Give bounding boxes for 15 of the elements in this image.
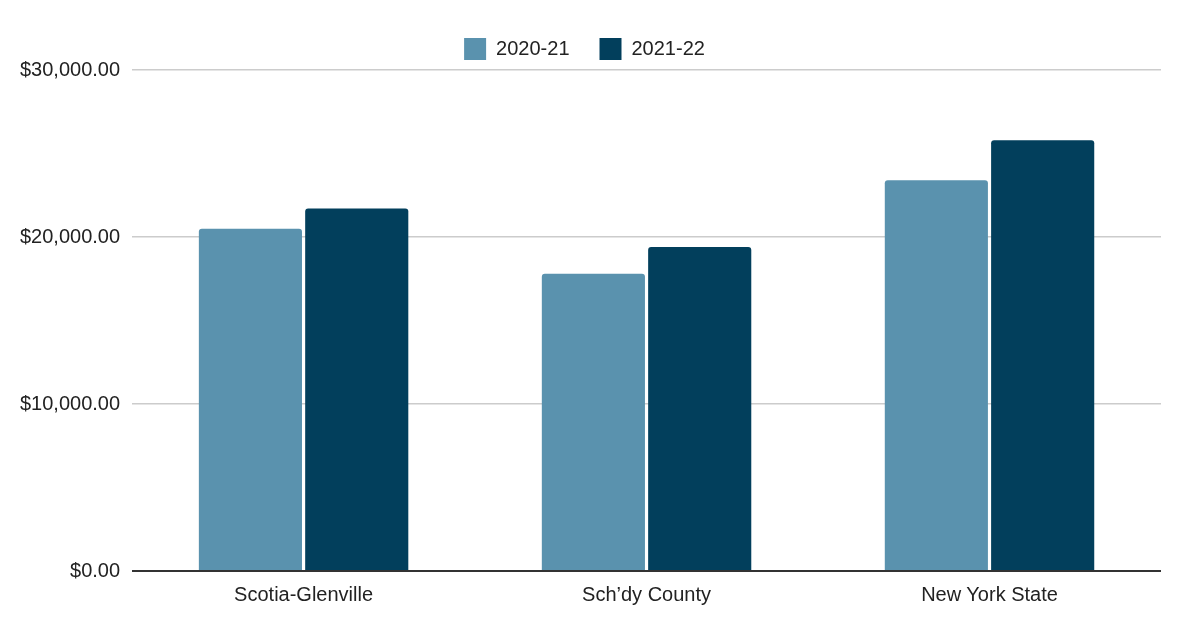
y-tick-label: $0.00: [70, 558, 121, 581]
y-tick-label: $30,000.00: [19, 57, 121, 80]
bar: [305, 208, 409, 570]
x-tick-label: New York State: [921, 582, 1058, 605]
bar: [648, 247, 752, 570]
bar: [541, 273, 645, 570]
x-tick-label: Sch’dy County: [582, 582, 712, 605]
legend-label: 2021-22: [631, 36, 705, 59]
y-tick-label: $10,000.00: [19, 391, 121, 414]
legend-label: 2020-21: [496, 36, 570, 59]
x-tick-label: Scotia-Glenville: [234, 582, 374, 605]
bar: [884, 180, 988, 570]
bar: [198, 228, 302, 570]
y-tick-label: $20,000.00: [19, 224, 121, 247]
bar: [991, 140, 1095, 570]
